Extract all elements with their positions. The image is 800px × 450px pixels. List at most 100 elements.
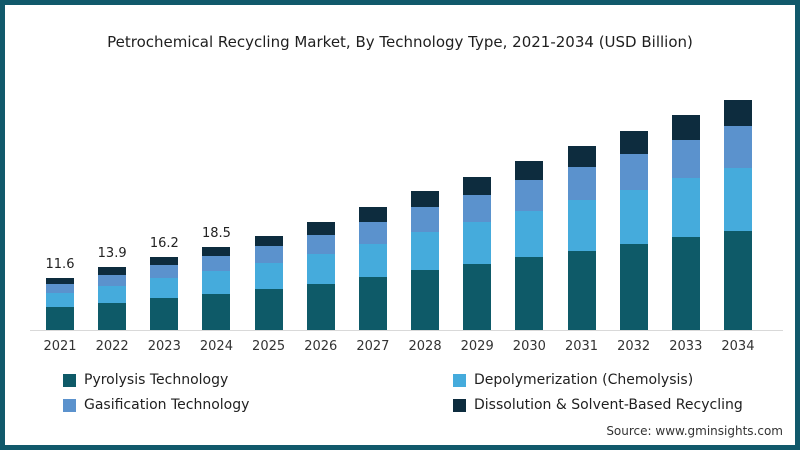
bar-segment-2028[interactable] <box>411 190 440 207</box>
bar-segment-2031[interactable] <box>567 167 596 201</box>
x-axis-label: 2034 <box>721 339 755 354</box>
bar-segment-2023[interactable] <box>150 265 179 279</box>
bar-2027[interactable] <box>358 207 387 330</box>
bar-segment-2021[interactable] <box>46 307 74 330</box>
bar-segment-2034[interactable] <box>723 230 752 330</box>
legend-item-pyrolysis[interactable]: Pyrolysis Technology <box>63 372 453 388</box>
bar-segment-2029[interactable] <box>463 177 492 195</box>
x-axis-label: 2022 <box>95 339 129 354</box>
legend-item-depolymerization[interactable]: Depolymerization (Chemolysis) <box>453 372 783 388</box>
bar-segment-2027[interactable] <box>358 277 387 330</box>
bar-segment-2029[interactable] <box>463 194 492 222</box>
bar-segment-2029[interactable] <box>463 264 492 330</box>
bar-2025[interactable] <box>254 235 283 331</box>
legend-marker-gasification-icon <box>63 398 76 412</box>
legend-label: Dissolution & Solvent-Based Recycling <box>474 397 743 413</box>
x-axis-line <box>30 330 783 331</box>
bar-segment-2022[interactable] <box>98 274 127 286</box>
bar-segment-2027[interactable] <box>358 243 387 278</box>
bar-segment-2026[interactable] <box>306 283 335 330</box>
bar-segment-2033[interactable] <box>671 178 700 238</box>
x-axis-label: 2031 <box>564 339 599 354</box>
bar-segment-2026[interactable] <box>306 222 335 235</box>
bar-segment-2027[interactable] <box>358 221 387 244</box>
bar-segment-2025[interactable] <box>254 246 283 264</box>
x-axis-label: 2028 <box>408 339 442 354</box>
bar-2034[interactable] <box>723 99 752 330</box>
chart-title: Petrochemical Recycling Market, By Techn… <box>107 33 693 51</box>
bar-2024[interactable] <box>202 246 231 330</box>
bar-segment-2034[interactable] <box>723 99 752 127</box>
bar-segment-2034[interactable] <box>723 126 752 168</box>
bar-segment-2034[interactable] <box>723 167 752 231</box>
bar-segment-2024[interactable] <box>202 271 231 294</box>
legend-label: Pyrolysis Technology <box>84 372 229 388</box>
bar-2028[interactable] <box>411 190 440 330</box>
bar-segment-2021[interactable] <box>46 277 74 284</box>
bar-segment-2023[interactable] <box>150 278 179 299</box>
bar-segment-2032[interactable] <box>619 153 648 190</box>
bar-total-label: 18.5 <box>201 225 231 241</box>
bar-segment-2033[interactable] <box>671 139 700 179</box>
bar-segment-2031[interactable] <box>567 200 596 251</box>
bar-segment-2033[interactable] <box>671 237 700 330</box>
bar-total-label: 13.9 <box>97 246 127 262</box>
bar-segment-2021[interactable] <box>46 283 74 294</box>
chart-area: 11.6 2021 13.9 2022 16.2 2023 18.5 2024 2025 2026… <box>5 5 795 445</box>
bar-segment-2026[interactable] <box>306 253 335 284</box>
bar-segment-2030[interactable] <box>515 210 544 258</box>
legend-marker-dissolution-icon <box>453 398 466 412</box>
bar-segment-2033[interactable] <box>671 114 700 140</box>
bar-2022[interactable] <box>98 267 127 330</box>
legend: Pyrolysis Technology Depolymerization (C… <box>63 372 783 413</box>
bar-2033[interactable] <box>671 114 700 330</box>
bar-segment-2022[interactable] <box>98 302 127 330</box>
bar-segment-2032[interactable] <box>619 244 648 330</box>
bar-2023[interactable] <box>150 257 179 330</box>
bar-segment-2022[interactable] <box>98 285 127 303</box>
bar-segment-2032[interactable] <box>619 130 648 154</box>
bar-segment-2023[interactable] <box>150 298 179 330</box>
bar-segment-2028[interactable] <box>411 206 440 232</box>
bar-segment-2025[interactable] <box>254 289 283 330</box>
bar-segment-2031[interactable] <box>567 145 596 168</box>
x-axis-label: 2023 <box>147 339 181 354</box>
bar-2031[interactable] <box>567 145 596 330</box>
legend-label: Depolymerization (Chemolysis) <box>474 372 694 388</box>
bar-segment-2027[interactable] <box>358 207 387 222</box>
bar-segment-2024[interactable] <box>202 256 231 272</box>
bar-segment-2030[interactable] <box>515 160 544 181</box>
bar-segment-2030[interactable] <box>515 180 544 211</box>
legend-item-dissolution[interactable]: Dissolution & Solvent-Based Recycling <box>453 397 783 413</box>
bar-2032[interactable] <box>619 130 648 330</box>
bar-segment-2032[interactable] <box>619 189 648 245</box>
bar-segment-2030[interactable] <box>515 257 544 330</box>
bar-2030[interactable] <box>515 160 544 330</box>
bar-segment-2022[interactable] <box>98 267 127 275</box>
bar-segment-2026[interactable] <box>306 234 335 254</box>
legend-item-gasification[interactable]: Gasification Technology <box>63 397 453 413</box>
legend-marker-depolymerization-icon <box>453 373 466 387</box>
x-axis-label: 2029 <box>460 339 494 354</box>
bar-segment-2029[interactable] <box>463 221 492 265</box>
bar-segment-2028[interactable] <box>411 270 440 330</box>
bar-total-label: 16.2 <box>149 236 179 252</box>
bar-2021[interactable] <box>46 277 74 330</box>
bar-segment-2025[interactable] <box>254 263 283 290</box>
source-text: Source: www.gminsights.com <box>606 424 783 438</box>
x-axis-label: 2024 <box>199 339 233 354</box>
bar-segment-2023[interactable] <box>150 257 179 266</box>
bar-segment-2031[interactable] <box>567 250 596 330</box>
bar-segment-2028[interactable] <box>411 231 440 271</box>
bar-2026[interactable] <box>306 222 335 330</box>
bar-segment-2024[interactable] <box>202 246 231 257</box>
bar-2029[interactable] <box>463 177 492 330</box>
x-axis-label: 2021 <box>43 339 77 354</box>
bar-segment-2025[interactable] <box>254 235 283 247</box>
bar-segment-2024[interactable] <box>202 293 231 330</box>
x-axis-label: 2027 <box>356 339 390 354</box>
bar-segment-2021[interactable] <box>46 293 74 308</box>
x-axis-label: 2033 <box>669 339 703 354</box>
legend-marker-pyrolysis-icon <box>63 373 76 387</box>
